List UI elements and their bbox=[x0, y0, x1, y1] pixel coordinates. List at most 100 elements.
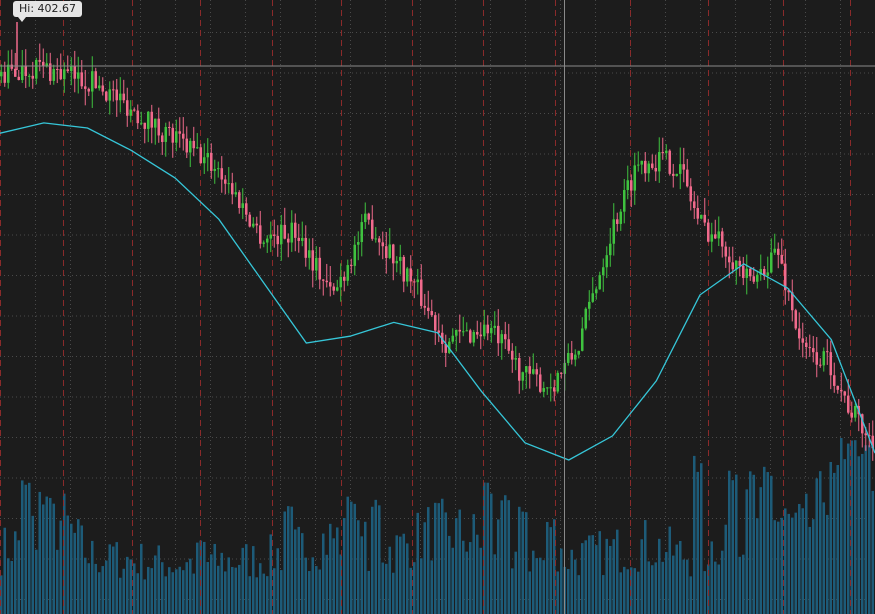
candle-body bbox=[388, 244, 392, 258]
candle-body bbox=[336, 287, 339, 291]
volume-bar bbox=[38, 491, 42, 614]
candle-body bbox=[346, 265, 350, 281]
volume-bar bbox=[843, 459, 847, 614]
candle-body bbox=[486, 324, 490, 334]
candle-body bbox=[651, 163, 654, 168]
candle-body bbox=[276, 235, 280, 245]
volume-bar bbox=[868, 445, 871, 614]
candle-body bbox=[164, 126, 168, 142]
volume-bar bbox=[469, 542, 472, 614]
volume-bar bbox=[234, 567, 238, 614]
candle-body bbox=[10, 64, 14, 69]
candle-body bbox=[220, 168, 224, 180]
candle-body bbox=[854, 406, 857, 418]
volume-bar bbox=[119, 577, 122, 614]
candle-body bbox=[115, 89, 119, 101]
volume-bar bbox=[49, 497, 52, 614]
volume-bar bbox=[322, 533, 325, 614]
volume-bar bbox=[682, 559, 686, 614]
moving-average-line bbox=[0, 122, 875, 461]
candle-body bbox=[31, 75, 35, 79]
candle-body bbox=[357, 242, 360, 245]
candle-body bbox=[710, 234, 714, 242]
candle-body bbox=[210, 152, 213, 171]
candle-body bbox=[794, 310, 798, 329]
candle-body bbox=[332, 286, 336, 291]
candle-body bbox=[28, 75, 31, 77]
volume-bar bbox=[14, 531, 17, 614]
candle-body bbox=[462, 331, 465, 333]
candle-body bbox=[798, 328, 801, 339]
volume-bar bbox=[458, 509, 462, 614]
candle-body bbox=[574, 354, 577, 360]
candle-body bbox=[521, 372, 525, 381]
candle-body bbox=[122, 93, 126, 101]
candle-body bbox=[91, 71, 94, 92]
candle-body bbox=[395, 260, 399, 264]
candle-body bbox=[752, 276, 756, 282]
candle-body bbox=[56, 69, 59, 71]
candle-body bbox=[700, 214, 703, 219]
candle-body bbox=[514, 358, 518, 360]
candle-body bbox=[17, 76, 21, 81]
candle-body bbox=[66, 69, 70, 72]
candle-body bbox=[381, 242, 385, 247]
volume-bar bbox=[395, 535, 399, 614]
candle-body bbox=[637, 164, 640, 166]
volume-bar bbox=[805, 493, 808, 614]
candle-body bbox=[836, 385, 840, 390]
candle-body bbox=[742, 265, 745, 278]
volume-bar bbox=[315, 566, 318, 614]
candle-body bbox=[21, 65, 24, 81]
volume-bar bbox=[815, 478, 819, 614]
volume-bar bbox=[462, 540, 465, 614]
volume-bar bbox=[644, 520, 647, 614]
candle-body bbox=[738, 260, 742, 266]
candle-body bbox=[416, 279, 420, 283]
volume-bar bbox=[346, 496, 350, 614]
candle-body bbox=[423, 305, 427, 308]
candle-body bbox=[364, 213, 367, 223]
candle-body bbox=[665, 150, 668, 154]
candle-body bbox=[59, 69, 63, 80]
candle-body bbox=[602, 267, 605, 276]
volume-bar bbox=[283, 511, 287, 614]
volume-bar bbox=[273, 568, 276, 614]
candle-body bbox=[458, 329, 462, 332]
candle-body bbox=[224, 179, 227, 184]
volume-bar bbox=[164, 576, 168, 614]
volume-bar bbox=[122, 568, 126, 614]
candle-body bbox=[87, 88, 91, 92]
volume-bar bbox=[182, 570, 185, 614]
volume-bar bbox=[108, 544, 112, 614]
volume-bar bbox=[297, 526, 301, 614]
candle-body bbox=[553, 387, 556, 392]
candle-body bbox=[283, 224, 287, 239]
volume-bar bbox=[780, 517, 784, 614]
candle-body bbox=[679, 164, 682, 174]
volume-bar bbox=[413, 562, 416, 614]
volume-bar bbox=[269, 534, 273, 614]
volume-bar bbox=[574, 559, 577, 614]
volume-bar bbox=[465, 551, 469, 614]
volume-bar bbox=[738, 556, 742, 614]
candle-body bbox=[451, 335, 455, 342]
volume-bar bbox=[791, 517, 794, 614]
volume-bar bbox=[735, 474, 738, 614]
candle-body bbox=[98, 85, 101, 89]
volume-bar bbox=[714, 561, 717, 614]
volume-bar bbox=[861, 453, 864, 614]
volume-bar bbox=[17, 540, 21, 614]
volume-bar bbox=[196, 542, 199, 614]
volume-bar bbox=[329, 523, 332, 614]
volume-bar bbox=[521, 511, 525, 614]
volume-bar bbox=[745, 489, 749, 614]
volume-bar bbox=[675, 544, 679, 614]
candle-body bbox=[49, 63, 52, 81]
candle-body bbox=[269, 234, 273, 239]
candle-body bbox=[437, 330, 441, 333]
volume-bar bbox=[794, 512, 798, 614]
volume-bar bbox=[444, 512, 448, 614]
volume-bar bbox=[777, 521, 780, 614]
